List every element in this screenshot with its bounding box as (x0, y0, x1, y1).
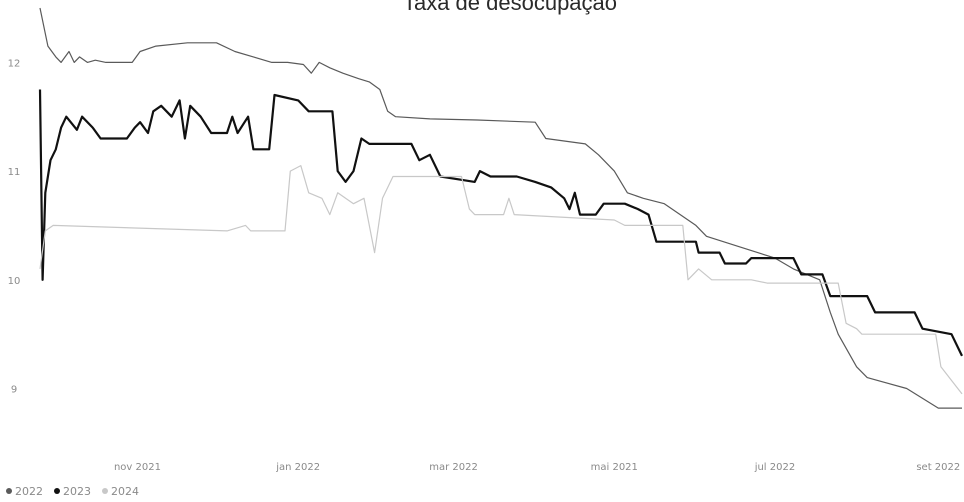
x-tick-label: jan 2022 (275, 462, 320, 473)
y-tick-label: 10 (8, 276, 21, 287)
series-line-2024 (39, 165, 963, 395)
legend-label: 2023 (63, 485, 91, 498)
x-tick-label: mai 2021 (591, 462, 638, 473)
y-tick-label: 12 (8, 58, 21, 69)
legend-label: 2024 (111, 485, 139, 498)
series-line-2023 (38, 89, 963, 357)
y-tick-label: 9 (11, 385, 17, 396)
series-line-2022 (39, 7, 962, 409)
x-tick-label: mar 2022 (429, 462, 478, 473)
x-tick-label: nov 2021 (114, 462, 161, 473)
x-axis-ticks: nov 2021 jan 2022 mar 2022 mai 2021 jul 2022… (114, 462, 960, 473)
x-tick-label: set 2022 (916, 462, 960, 473)
y-axis-ticks: 12 11 10 9 (8, 58, 21, 395)
series-lines (38, 7, 963, 409)
chart-title: Taxa de desocupação (403, 0, 617, 15)
x-tick-label: jul 2022 (754, 462, 796, 473)
legend: 2022 2023 2024 (6, 485, 139, 498)
legend-marker-2023 (54, 488, 60, 494)
legend-marker-2022 (6, 488, 12, 494)
legend-marker-2024 (102, 488, 108, 494)
legend-label: 2022 (15, 485, 43, 498)
y-tick-label: 11 (8, 167, 21, 178)
